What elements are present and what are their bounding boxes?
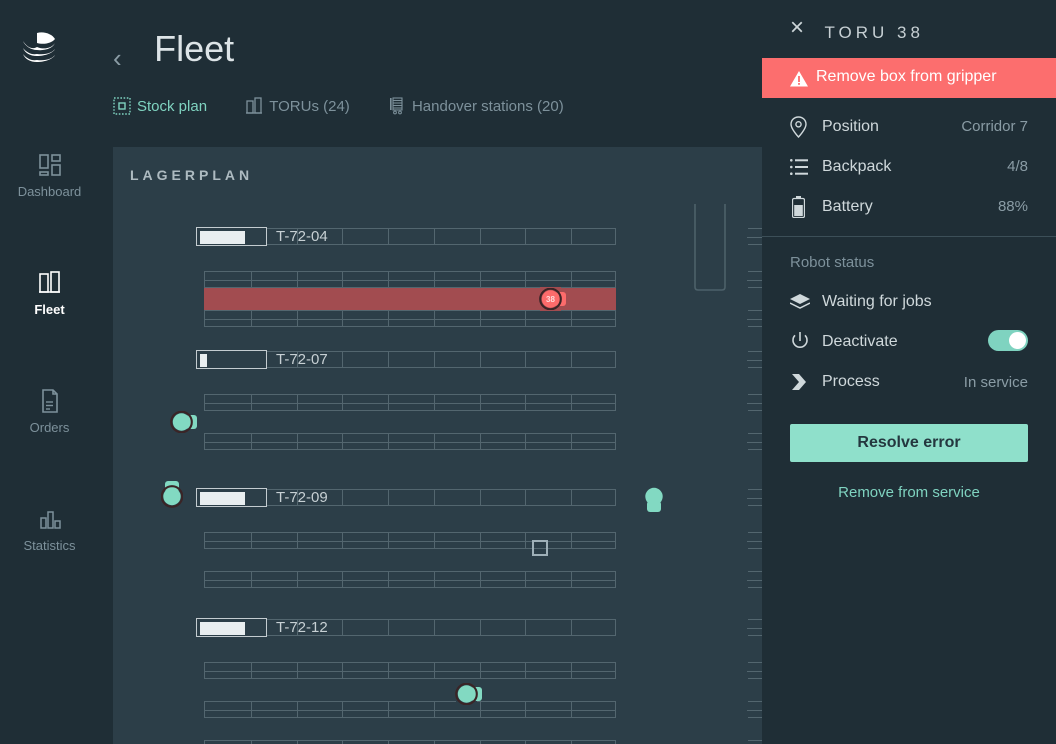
svg-text:38: 38: [546, 295, 555, 304]
